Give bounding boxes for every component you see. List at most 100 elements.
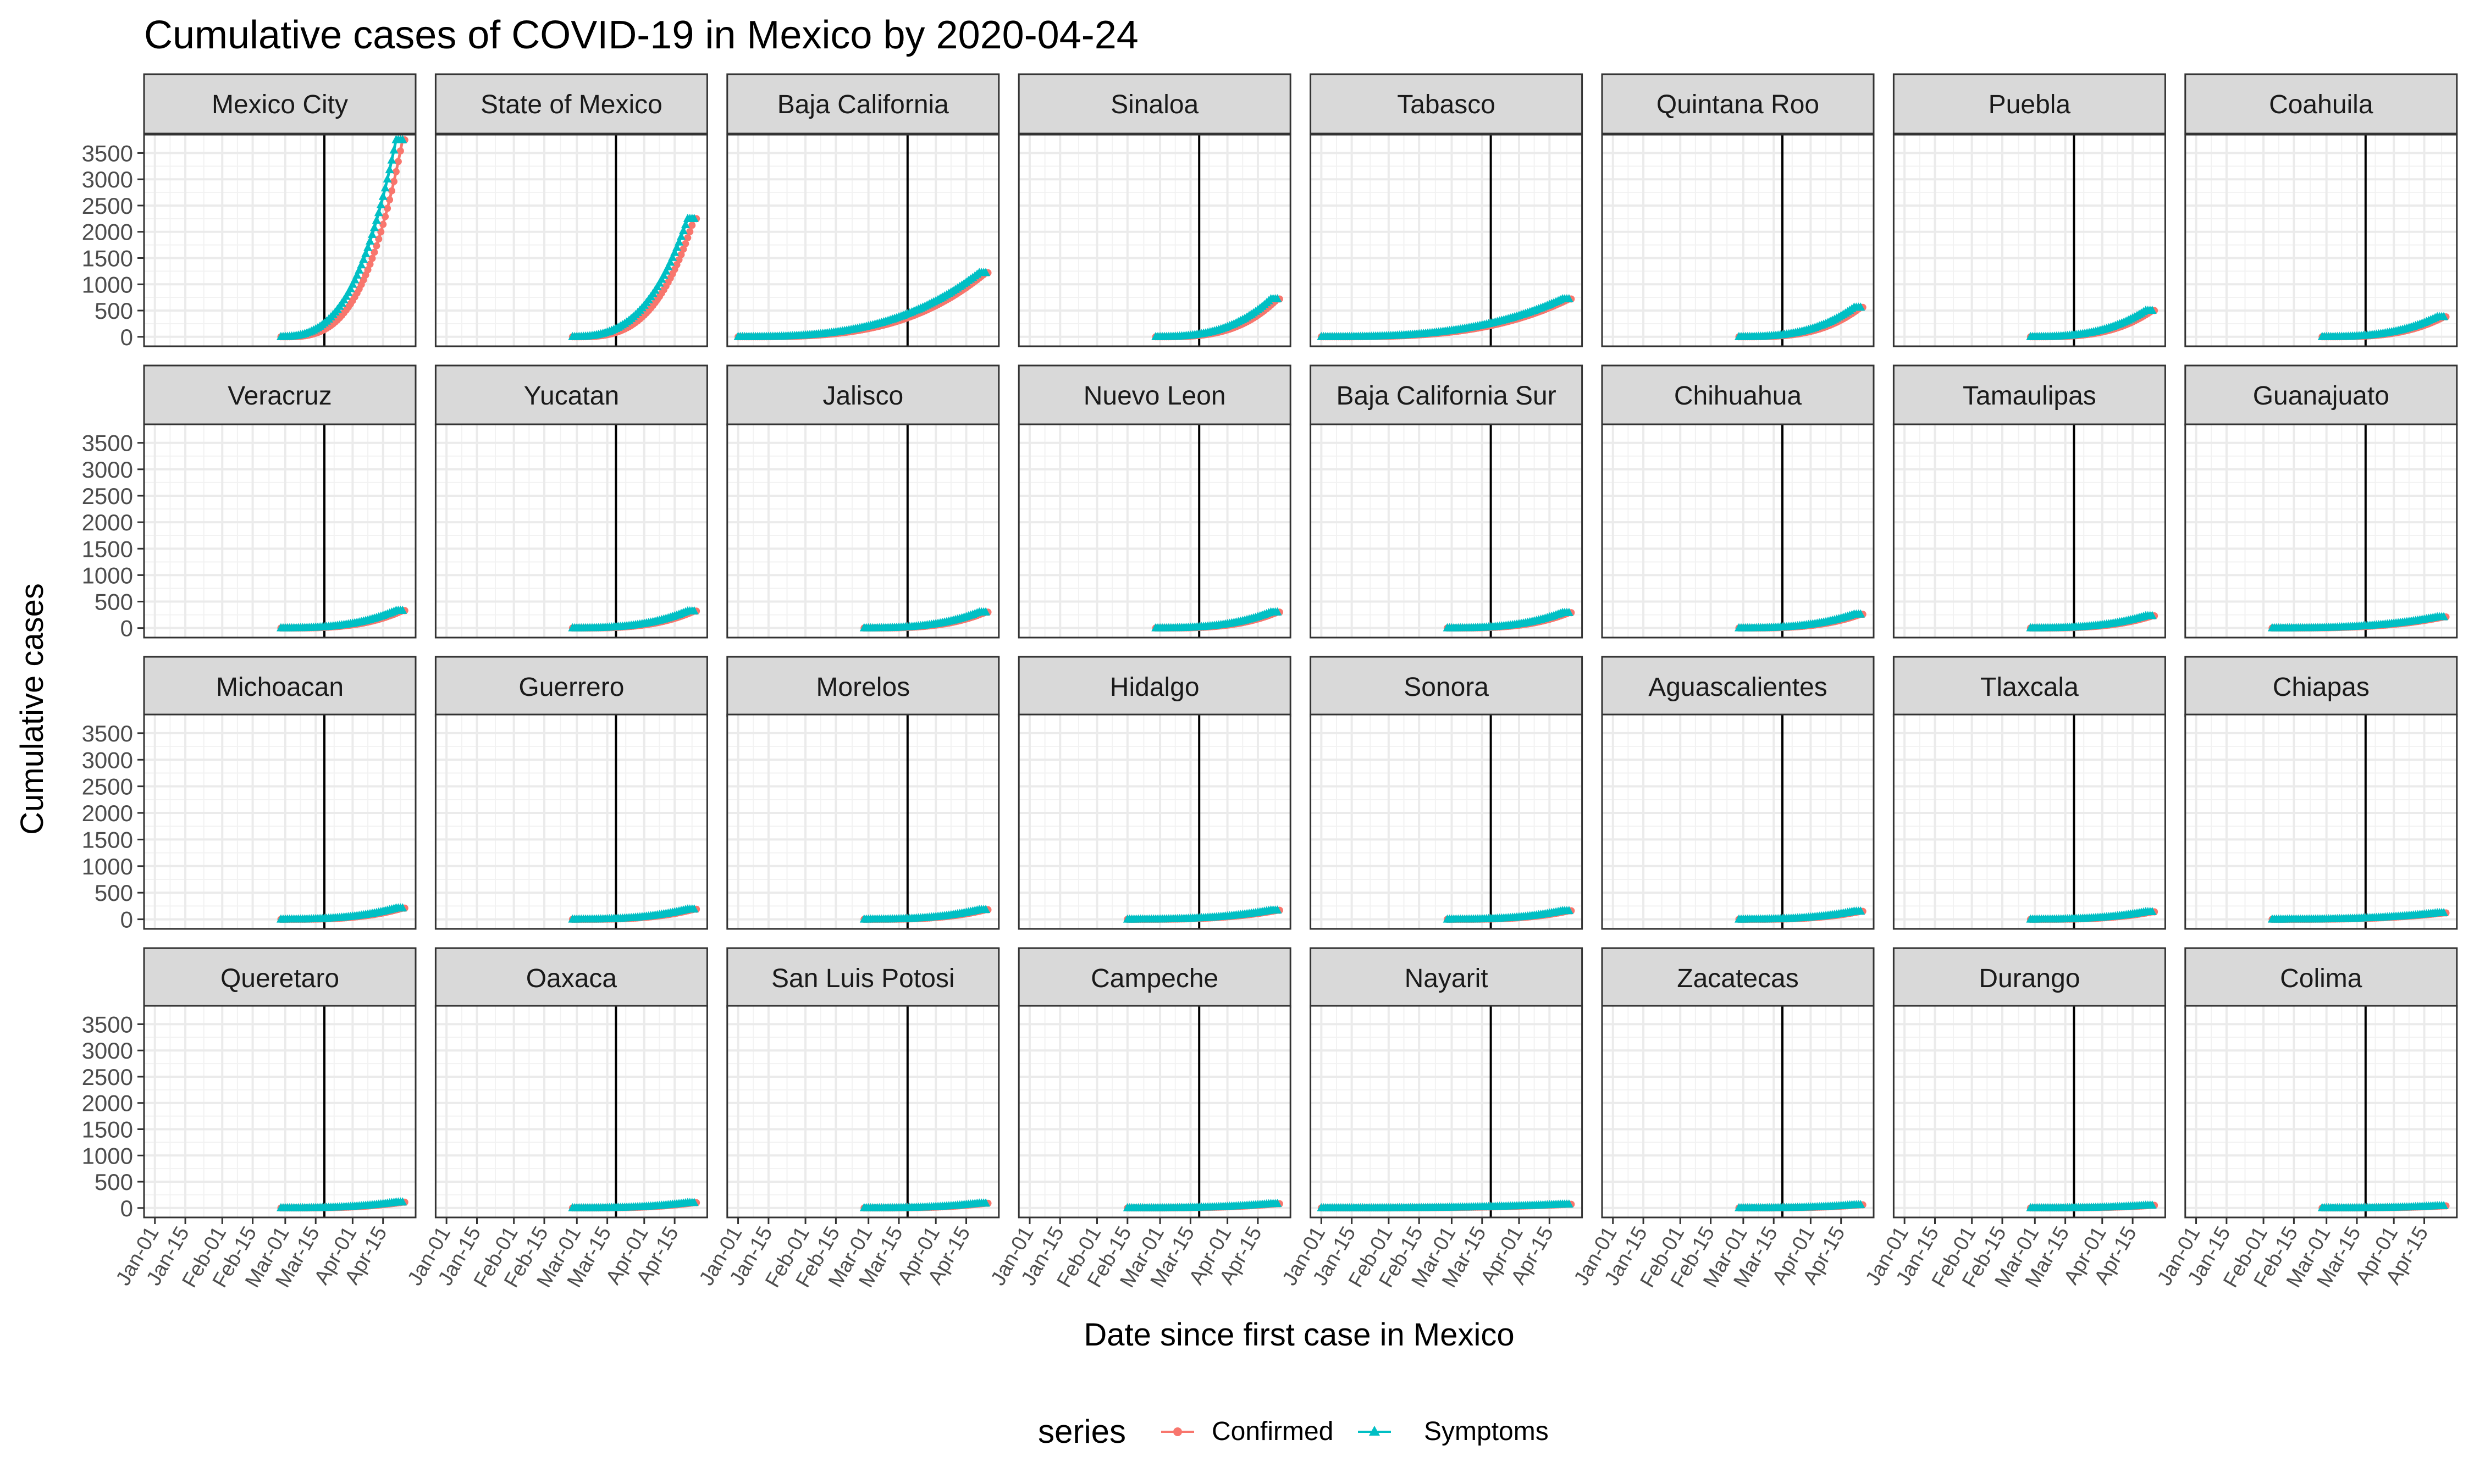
point-symptoms	[355, 265, 364, 274]
point-symptoms	[378, 191, 388, 200]
facet-sinaloa: Sinaloa	[1018, 73, 1291, 347]
point-symptoms	[359, 254, 368, 263]
panel-border	[143, 134, 417, 347]
panel-border	[1601, 134, 1875, 347]
facet-strip-label: Jalisco	[822, 381, 903, 411]
panel-border	[1018, 134, 1291, 347]
facet-guanajuato: Guanajuato	[2184, 364, 2458, 639]
point-symptoms	[1273, 294, 1282, 303]
y-tick-label: 500	[95, 1169, 133, 1195]
point-symptoms	[366, 236, 375, 245]
facet-strip-label: Tamaulipas	[1963, 381, 2096, 411]
panel-border	[434, 423, 708, 639]
y-axis-title: Cumulative cases	[14, 583, 50, 835]
point-confirmed	[390, 178, 397, 185]
facet-strip	[1310, 73, 1583, 135]
y-tick-label: 2500	[82, 1064, 133, 1090]
point-symptoms	[1564, 607, 1573, 616]
facet-queretaro: Queretaro0500100015002000250030003500Jan…	[82, 947, 417, 1292]
facet-coahuila: Coahuila	[2184, 73, 2458, 347]
facet-puebla: Puebla	[1892, 73, 2166, 347]
y-tick-label: 3000	[82, 457, 133, 483]
point-confirmed	[386, 196, 394, 204]
point-confirmed	[373, 242, 380, 250]
facet-strip-label: Chiapas	[2273, 673, 2370, 702]
y-tick-label: 3500	[82, 721, 133, 746]
point-symptoms	[348, 279, 357, 288]
point-confirmed	[677, 251, 685, 258]
facet-san-luis-potosi: San Luis PotosiJan-01Jan-15Feb-01Feb-15M…	[695, 947, 1000, 1292]
facet-strip-label: State of Mexico	[481, 90, 662, 119]
facet-strip-label: Tabasco	[1397, 90, 1495, 119]
facet-strip	[143, 364, 417, 426]
point-symptoms	[380, 183, 390, 192]
facet-strip	[1018, 364, 1291, 426]
facet-strip-label: Oaxaca	[526, 964, 617, 993]
panel-border	[2184, 134, 2458, 347]
point-confirmed	[368, 254, 376, 262]
point-confirmed	[379, 220, 387, 228]
point-symptoms	[369, 223, 379, 231]
point-symptoms	[389, 145, 399, 154]
facet-strip-label: Quintana Roo	[1656, 90, 1819, 119]
facet-strip-label: Guerrero	[518, 673, 624, 702]
point-symptoms	[981, 607, 991, 616]
y-tick-label: 2000	[82, 1090, 133, 1116]
y-tick-label: 1000	[82, 1143, 133, 1169]
y-tick-label: 2000	[82, 510, 133, 535]
facet-jalisco: Jalisco	[726, 364, 1000, 639]
facet-strip	[1018, 73, 1291, 135]
facet-oaxaca: OaxacaJan-01Jan-15Feb-01Feb-15Mar-01Mar-…	[403, 947, 708, 1292]
facet-state-of-mexico: State of Mexico	[434, 73, 708, 347]
point-symptoms	[352, 270, 362, 279]
point-symptoms	[670, 247, 680, 256]
facet-strip-label: Aguascalientes	[1648, 673, 1827, 702]
facet-strip-label: San Luis Potosi	[771, 964, 955, 993]
y-tick-label: 500	[95, 880, 133, 906]
panel-border	[1018, 423, 1291, 639]
facet-nayarit: NayaritJan-01Jan-15Feb-01Feb-15Mar-01Mar…	[1278, 947, 1583, 1292]
point-confirmed	[680, 245, 687, 253]
point-symptoms	[681, 220, 690, 229]
facet-tlaxcala: Tlaxcala	[1892, 656, 2166, 930]
point-symptoms	[678, 226, 688, 235]
y-tick-label: 2000	[82, 219, 133, 245]
y-tick-label: 0	[120, 1195, 133, 1221]
facet-strip	[726, 73, 1000, 135]
point-confirmed	[382, 213, 389, 220]
point-confirmed	[392, 168, 400, 175]
facet-chiapas: Chiapas	[2184, 656, 2458, 930]
point-symptoms	[661, 266, 671, 275]
x-axis-title: Date since first case in Mexico	[1084, 1317, 1514, 1353]
facet-strip	[434, 364, 708, 426]
point-confirmed	[396, 147, 404, 155]
facet-strip	[143, 73, 417, 135]
panel-border	[726, 134, 1000, 347]
facet-strip-label: Yucatan	[524, 381, 619, 411]
y-tick-label: 1000	[82, 562, 133, 588]
point-symptoms	[1564, 294, 1573, 303]
facet-strip-label: Chihuahua	[1674, 381, 1802, 411]
point-confirmed	[682, 240, 689, 247]
point-symptoms	[387, 155, 396, 164]
facet-quintana-roo: Quintana Roo	[1601, 73, 1875, 347]
panel-border	[143, 423, 417, 639]
facet-strip-label: Veracruz	[228, 381, 332, 411]
facet-hidalgo: Hidalgo	[1018, 656, 1291, 930]
facet-chihuahua: Chihuahua	[1601, 364, 1875, 639]
point-symptoms	[664, 262, 673, 270]
facet-strip-label: Hidalgo	[1110, 673, 1200, 702]
facet-baja-california: Baja California	[726, 73, 1000, 347]
point-symptoms	[676, 231, 686, 240]
y-tick-label: 3000	[82, 1038, 133, 1064]
point-confirmed	[375, 235, 383, 243]
point-symptoms	[350, 275, 360, 284]
y-tick-label: 3500	[82, 140, 133, 166]
point-confirmed	[371, 248, 378, 256]
point-symptoms	[1856, 302, 1865, 311]
point-symptoms	[659, 270, 669, 279]
point-symptoms	[367, 229, 377, 238]
panel-border	[1310, 423, 1583, 639]
point-symptoms	[376, 200, 385, 208]
